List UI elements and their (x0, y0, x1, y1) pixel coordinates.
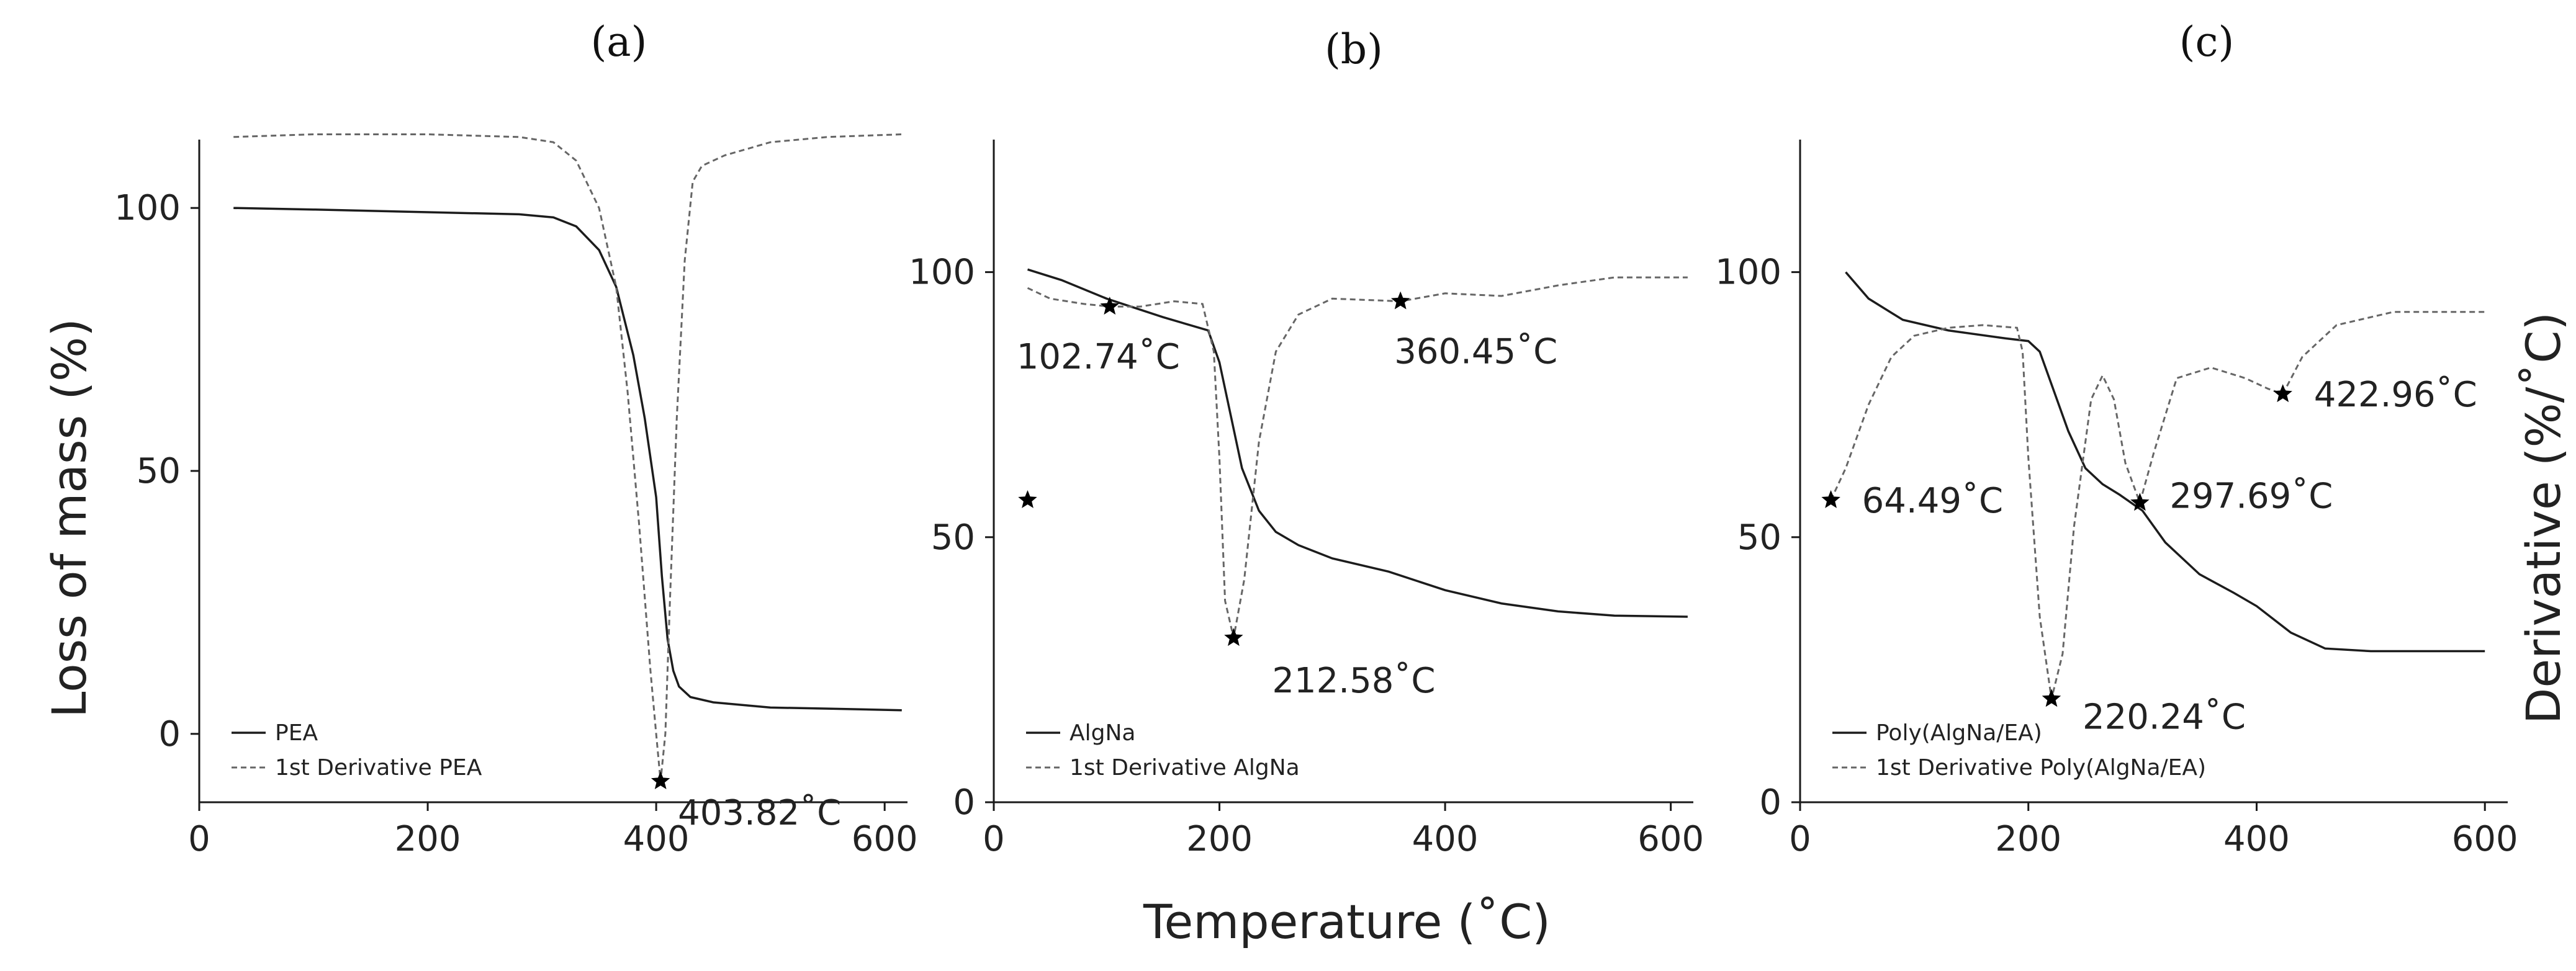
panel-1: (a) 0 200 400 600 0 50 100 PEA 1st Derivative PEA… (114, 18, 918, 859)
y-tick-label: 0 (1759, 782, 1781, 823)
peak-star-marker (2273, 384, 2292, 403)
legend-label: 1st Derivative PEA (275, 755, 482, 781)
x-tick-label: 600 (852, 819, 918, 859)
peak-star-marker (1018, 490, 1037, 508)
right-y-axis-title: Derivative (%/˚C) (2516, 312, 2571, 724)
x-tick-label: 400 (1412, 819, 1479, 859)
legend-label: Poly(AlgNa/EA) (1876, 720, 2042, 746)
peak-temperature-label: 102.74˚C (1017, 337, 1180, 377)
y-tick-label: 50 (931, 517, 975, 558)
y-tick-label: 50 (137, 451, 181, 491)
x-tick-label: 200 (395, 819, 461, 859)
legend-label: AlgNa (1070, 720, 1135, 746)
mass-loss-series-line (1845, 271, 2485, 653)
shared-x-axis-title: Temperature (˚C) (1143, 894, 1551, 949)
panel-label: (b) (1325, 25, 1383, 73)
x-tick-label: 400 (623, 819, 690, 859)
peak-star-marker (2042, 689, 2061, 707)
y-tick-label: 100 (909, 253, 975, 293)
y-tick-label: 0 (158, 714, 181, 754)
peak-star-marker (1391, 291, 1410, 310)
peak-temperature-label: 360.45˚C (1394, 332, 1557, 372)
peak-temperature-label: 297.69˚C (2169, 476, 2333, 516)
x-tick-label: 0 (983, 819, 1005, 859)
peak-star-marker (1224, 628, 1243, 647)
legend-label: 1st Derivative AlgNa (1070, 755, 1300, 781)
peak-star-marker (1821, 490, 1840, 508)
panel-2: (b) 0 200 400 600 0 50 100 AlgNa 1st Derivative A… (909, 25, 1704, 859)
mass-loss-series-line (1027, 268, 1688, 618)
peak-star-marker (2130, 493, 2150, 511)
x-tick-label: 600 (2452, 819, 2518, 859)
x-tick-label: 0 (188, 819, 210, 859)
panel-label: (c) (2179, 18, 2234, 66)
peak-temperature-label: 422.96˚C (2314, 375, 2477, 415)
peak-temperature-label: 220.24˚C (2083, 697, 2246, 737)
x-tick-label: 0 (1789, 819, 1811, 859)
peak-star-marker (1100, 297, 1119, 315)
x-tick-label: 400 (2223, 819, 2290, 859)
mass-loss-series-line (233, 207, 902, 712)
legend-label: PEA (275, 720, 318, 746)
y-tick-label: 0 (953, 782, 975, 823)
derivative-series-line (233, 133, 902, 782)
y-tick-label: 100 (114, 188, 181, 228)
peak-star-marker (651, 771, 670, 789)
y-tick-label: 50 (1737, 517, 1781, 558)
y-tick-label: 100 (1715, 253, 1781, 293)
x-tick-label: 200 (1186, 819, 1253, 859)
left-y-axis-title: Loss of mass (%) (42, 318, 97, 718)
panel-label: (a) (591, 18, 647, 66)
panel-3: (c) 0 200 400 600 0 50 100 Poly(AlgNa/EA) 1st Der… (1715, 18, 2518, 859)
peak-temperature-label: 212.58˚C (1272, 661, 1435, 701)
peak-temperature-label: 403.82˚C (678, 793, 841, 833)
derivative-series-line (1830, 311, 2485, 699)
derivative-series-line (1027, 276, 1688, 638)
legend-label: 1st Derivative Poly(AlgNa/EA) (1876, 755, 2206, 781)
x-tick-label: 600 (1637, 819, 1704, 859)
peak-temperature-label: 64.49˚C (1862, 481, 2003, 521)
x-tick-label: 200 (1995, 819, 2061, 859)
